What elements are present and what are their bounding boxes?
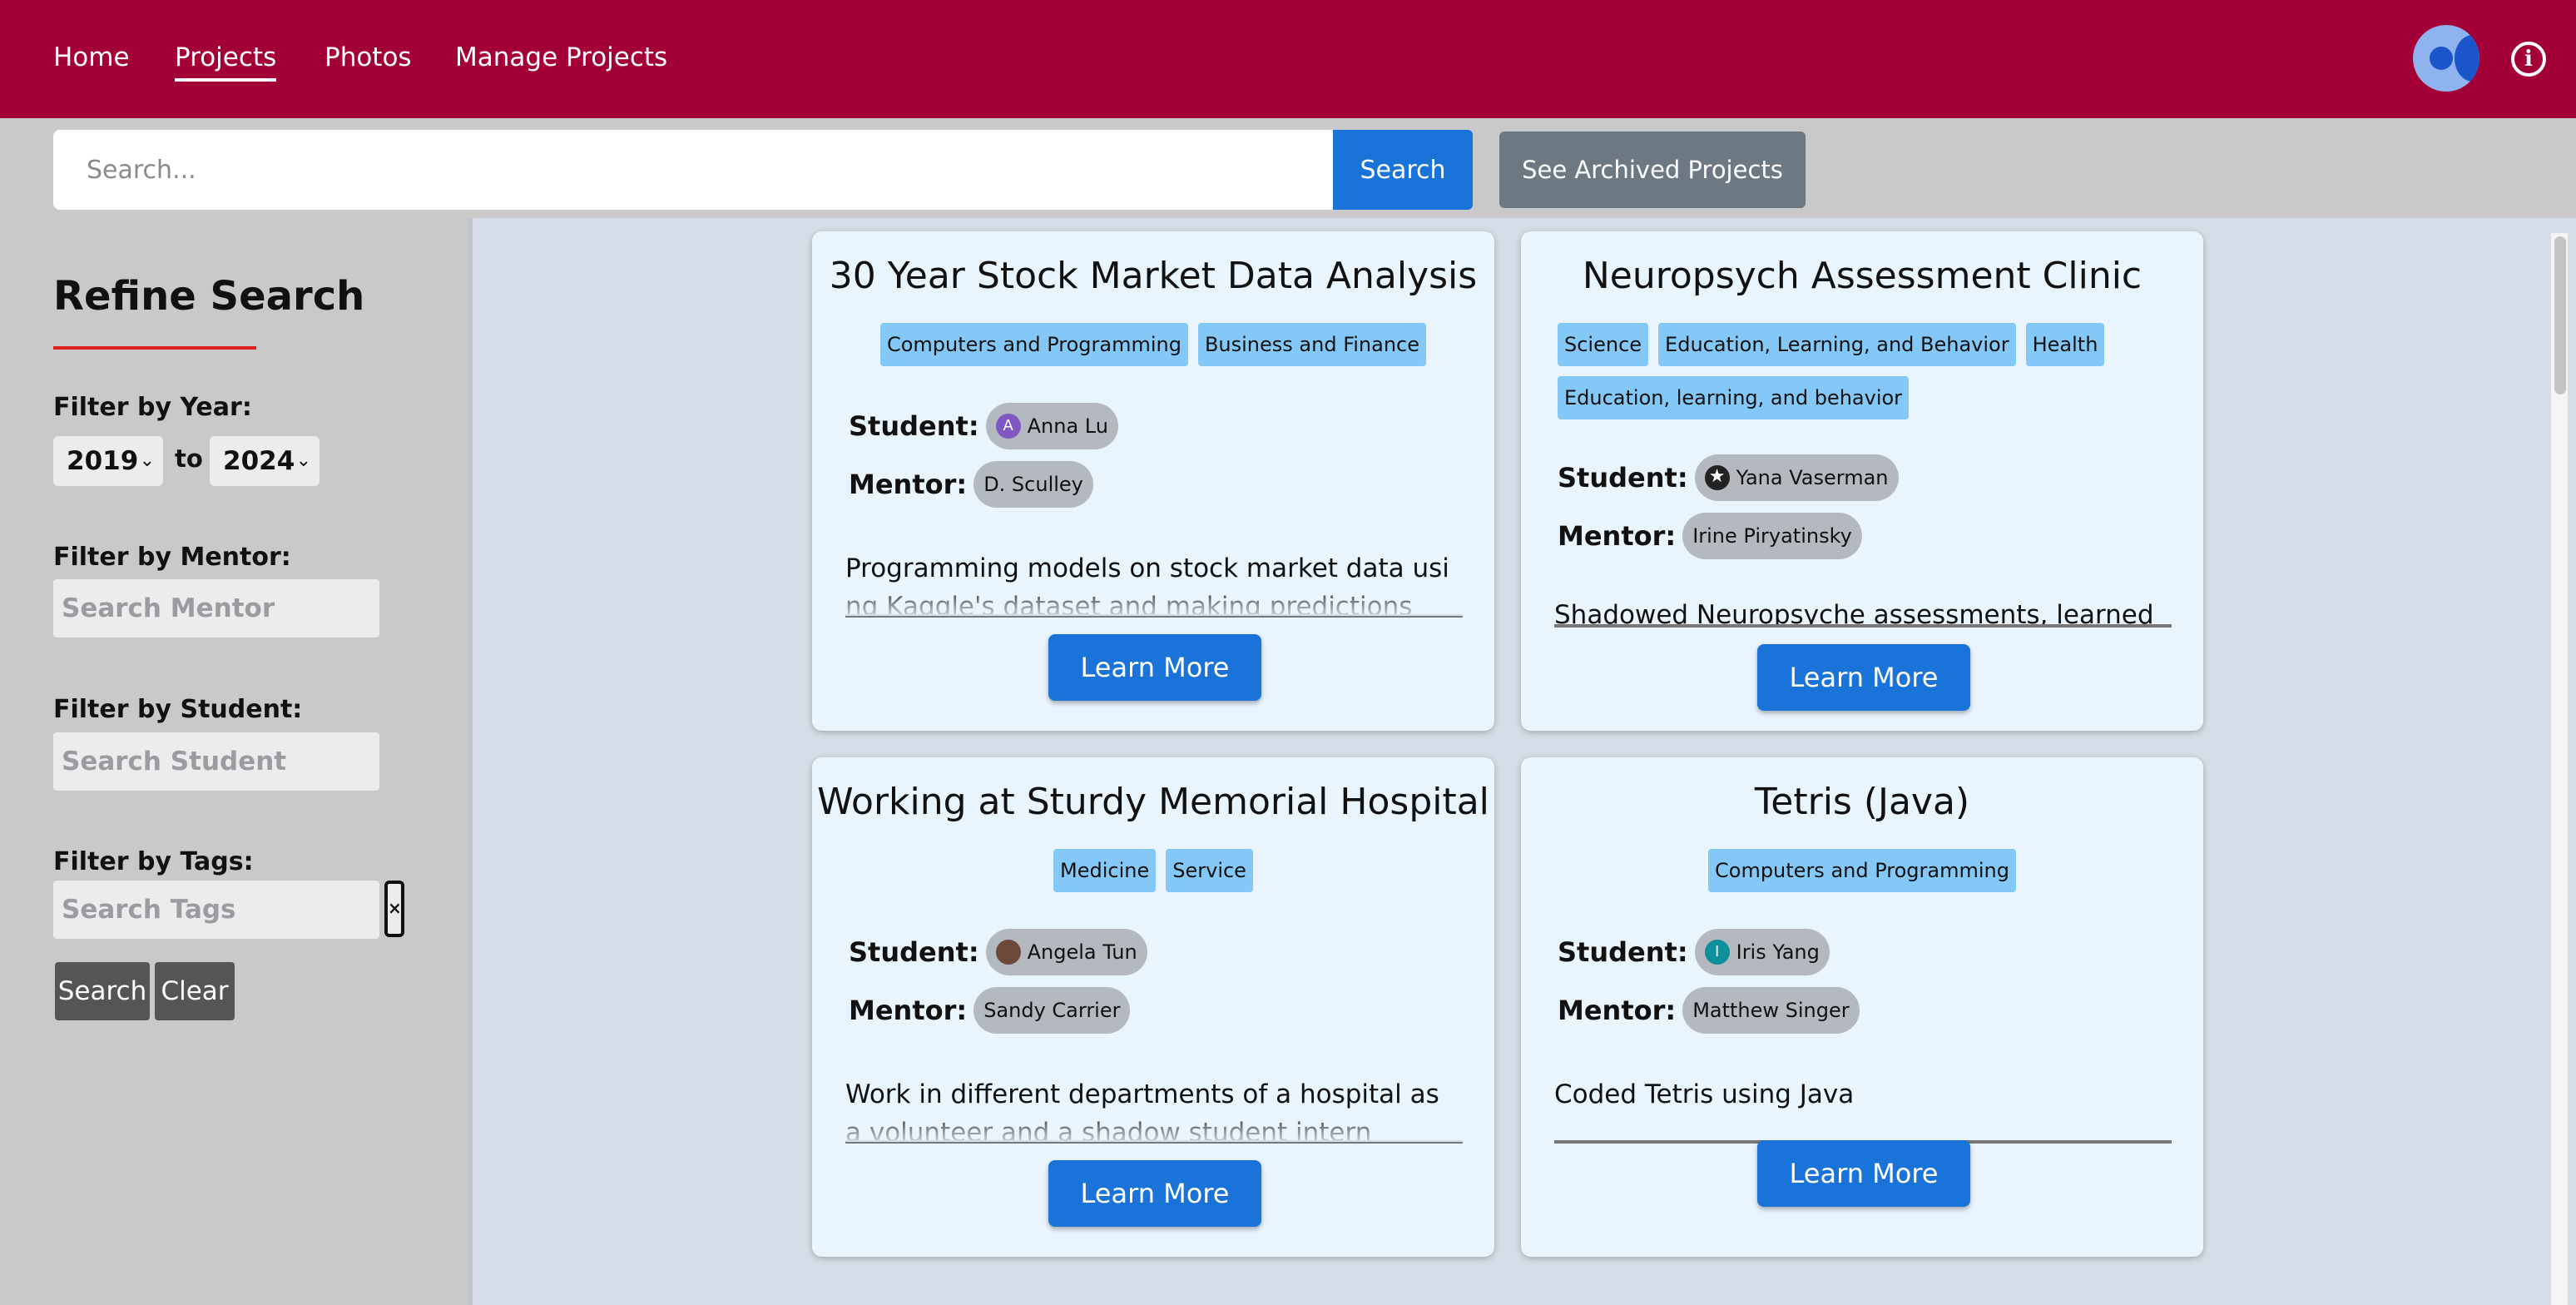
mentor-chip[interactable]: Matthew Singer	[1682, 987, 1860, 1034]
mentor-row: Mentor: D. Sculley	[849, 461, 1093, 508]
project-tag[interactable]: Computers and Programming	[1708, 849, 2016, 892]
student-row: Student: ★ Yana Vaserman	[1558, 454, 1899, 501]
project-search-input[interactable]	[53, 130, 1333, 210]
project-description: Coded Tetris using Java	[1554, 1075, 2172, 1144]
learn-more-button[interactable]: Learn More	[1048, 634, 1261, 701]
tags-search-input[interactable]	[53, 881, 379, 939]
filter-year-label: Filter by Year:	[53, 393, 252, 422]
student-label: Student:	[1558, 936, 1688, 968]
student-name: Anna Lu	[1027, 414, 1108, 438]
mentor-row: Mentor: Irine Piryatinsky	[1558, 513, 1862, 559]
learn-more-button[interactable]: Learn More	[1757, 644, 1970, 711]
mentor-name: Matthew Singer	[1692, 999, 1850, 1022]
mentor-chip[interactable]: D. Sculley	[973, 461, 1093, 508]
learn-more-button[interactable]: Learn More	[1048, 1160, 1261, 1227]
student-chip[interactable]: ★ Yana Vaserman	[1694, 454, 1899, 501]
project-tag[interactable]: Service	[1166, 849, 1253, 892]
project-title: Working at Sturdy Memorial Hospital	[817, 781, 1489, 823]
top-navbar: Home Projects Photos Manage Projects i	[0, 0, 2576, 118]
filter-mentor-label: Filter by Mentor:	[53, 543, 291, 572]
nav-manage-projects-link[interactable]: Manage Projects	[455, 42, 668, 72]
description-fade	[845, 1109, 1463, 1142]
project-tags: Computers and Programming	[1554, 849, 2170, 892]
year-from-select[interactable]: 2019 ⌄	[53, 436, 163, 486]
chevron-down-icon: ⌄	[295, 450, 311, 471]
nav-home-link[interactable]: Home	[53, 42, 130, 72]
student-row: Student: A Anna Lu	[849, 403, 1118, 449]
project-tags: Science Education, Learning, and Behavio…	[1558, 323, 2173, 419]
project-card: 30 Year Stock Market Data Analysis Compu…	[812, 231, 1494, 731]
student-avatar-icon	[995, 940, 1021, 965]
mentor-search-input[interactable]	[53, 579, 379, 638]
scrollbar-track[interactable]	[2551, 233, 2568, 1305]
clear-tags-icon[interactable]: ×	[384, 881, 404, 937]
info-icon[interactable]: i	[2511, 42, 2546, 77]
description-fade	[845, 583, 1463, 616]
mentor-name: D. Sculley	[983, 473, 1083, 496]
student-chip[interactable]: A Anna Lu	[985, 403, 1118, 449]
year-from-value: 2019	[67, 446, 139, 476]
mentor-name: Irine Piryatinsky	[1692, 524, 1852, 548]
project-tag[interactable]: Science	[1558, 323, 1649, 366]
year-to-value: 2024	[223, 446, 295, 476]
filter-tags-label: Filter by Tags:	[53, 847, 254, 876]
student-name: Iris Yang	[1736, 940, 1820, 964]
student-row: Student: I Iris Yang	[1558, 929, 1830, 975]
refine-search-sidebar: Refine Search Filter by Year: 2019 ⌄ to …	[0, 218, 468, 1305]
mentor-label: Mentor:	[849, 995, 968, 1026]
nav-projects-link[interactable]: Projects	[175, 40, 277, 82]
mentor-chip[interactable]: Sandy Carrier	[973, 987, 1131, 1034]
student-search-input[interactable]	[53, 732, 379, 791]
student-avatar-icon: A	[995, 414, 1021, 439]
student-label: Student:	[1558, 462, 1688, 494]
project-tags: Computers and Programming Business and F…	[845, 323, 1461, 366]
project-description: Shadowed Neuropsyche assessments, learne…	[1554, 601, 2172, 628]
filter-clear-button[interactable]: Clear	[155, 962, 235, 1020]
mentor-label: Mentor:	[1558, 995, 1677, 1026]
project-title: 30 Year Stock Market Data Analysis	[829, 255, 1478, 297]
project-tag[interactable]: Health	[2025, 323, 2105, 366]
learn-more-button[interactable]: Learn More	[1757, 1140, 1970, 1207]
refine-search-title: Refine Search	[53, 273, 365, 320]
scrollbar-thumb[interactable]	[2554, 236, 2566, 394]
project-tags: Medicine Service	[845, 849, 1461, 892]
project-tag[interactable]: Computers and Programming	[879, 323, 1188, 366]
mentor-name: Sandy Carrier	[983, 999, 1121, 1022]
project-tag[interactable]: Education, learning, and behavior	[1558, 376, 1910, 419]
project-tag[interactable]: Education, Learning, and Behavior	[1658, 323, 2016, 366]
student-label: Student:	[849, 936, 979, 968]
see-archived-projects-button[interactable]: See Archived Projects	[1499, 131, 1806, 208]
year-range-to-text: to	[175, 444, 203, 473]
mentor-label: Mentor:	[1558, 520, 1677, 552]
student-label: Student:	[849, 410, 979, 442]
student-avatar-icon: I	[1704, 940, 1730, 965]
student-name: Angela Tun	[1027, 940, 1137, 964]
project-tag[interactable]: Business and Finance	[1197, 323, 1427, 366]
user-avatar-icon[interactable]	[2413, 25, 2479, 92]
student-avatar-icon: ★	[1704, 465, 1730, 490]
mentor-chip[interactable]: Irine Piryatinsky	[1682, 513, 1862, 559]
title-underline	[53, 346, 256, 350]
year-to-select[interactable]: 2024 ⌄	[210, 436, 320, 486]
project-title: Neuropsych Assessment Clinic	[1582, 255, 2143, 297]
filter-search-button[interactable]: Search	[55, 962, 150, 1020]
mentor-row: Mentor: Matthew Singer	[1558, 987, 1860, 1034]
student-chip[interactable]: Angela Tun	[985, 929, 1147, 975]
mentor-row: Mentor: Sandy Carrier	[849, 987, 1131, 1034]
search-button[interactable]: Search	[1333, 130, 1473, 210]
student-chip[interactable]: I Iris Yang	[1694, 929, 1830, 975]
search-bar-row: Search See Archived Projects	[0, 118, 2576, 218]
nav-photos-link[interactable]: Photos	[324, 42, 412, 72]
student-row: Student: Angela Tun	[849, 929, 1147, 975]
chevron-down-icon: ⌄	[139, 450, 155, 471]
student-name: Yana Vaserman	[1736, 466, 1889, 489]
mentor-label: Mentor:	[849, 469, 968, 500]
project-card: Neuropsych Assessment Clinic Science Edu…	[1521, 231, 2203, 731]
project-card: Tetris (Java) Computers and Programming …	[1521, 757, 2203, 1257]
project-tag[interactable]: Medicine	[1053, 849, 1157, 892]
project-card: Working at Sturdy Memorial Hospital Medi…	[812, 757, 1494, 1257]
project-title: Tetris (Java)	[1754, 781, 1970, 823]
filter-student-label: Filter by Student:	[53, 695, 303, 724]
